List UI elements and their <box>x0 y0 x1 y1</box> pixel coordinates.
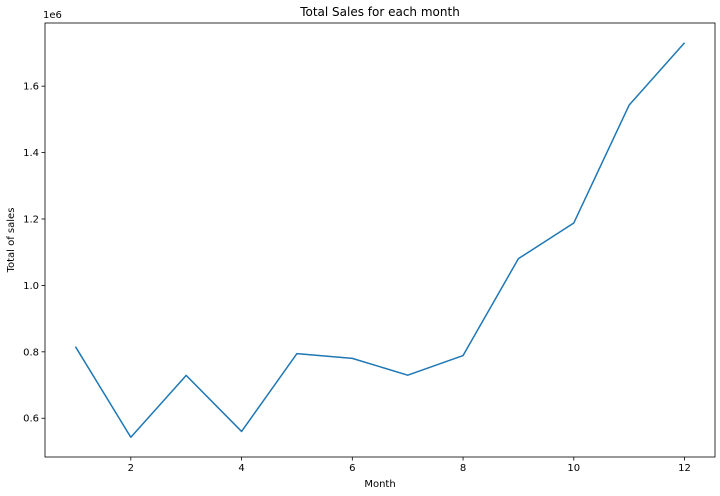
axes-frame <box>44 22 716 458</box>
series-line <box>74 42 686 439</box>
y-axis-offset-label: 1e6 <box>43 10 62 21</box>
x-tick-label: 8 <box>460 463 466 474</box>
y-tick-label: 0.6 <box>23 414 39 425</box>
plot-area: 2 4 6 8 10 12 0.6 0.8 1.0 1.2 1.4 1.6 <box>23 22 716 474</box>
y-tick-label: 0.8 <box>23 347 39 358</box>
y-tick-label: 1.6 <box>23 82 39 93</box>
y-tick-label: 1.2 <box>23 214 39 225</box>
x-axis-label: Month <box>364 479 395 490</box>
y-tick-label: 1.4 <box>23 148 39 159</box>
x-tick-label: 2 <box>128 463 134 474</box>
x-tick-label: 12 <box>678 463 691 474</box>
chart-title: Total Sales for each month <box>299 5 460 19</box>
x-tick-label: 10 <box>567 463 580 474</box>
x-tick-label: 6 <box>349 463 355 474</box>
y-axis-label: Total of sales <box>6 208 17 274</box>
y-tick-label: 1.0 <box>23 281 39 292</box>
x-tick-label: 4 <box>238 463 244 474</box>
